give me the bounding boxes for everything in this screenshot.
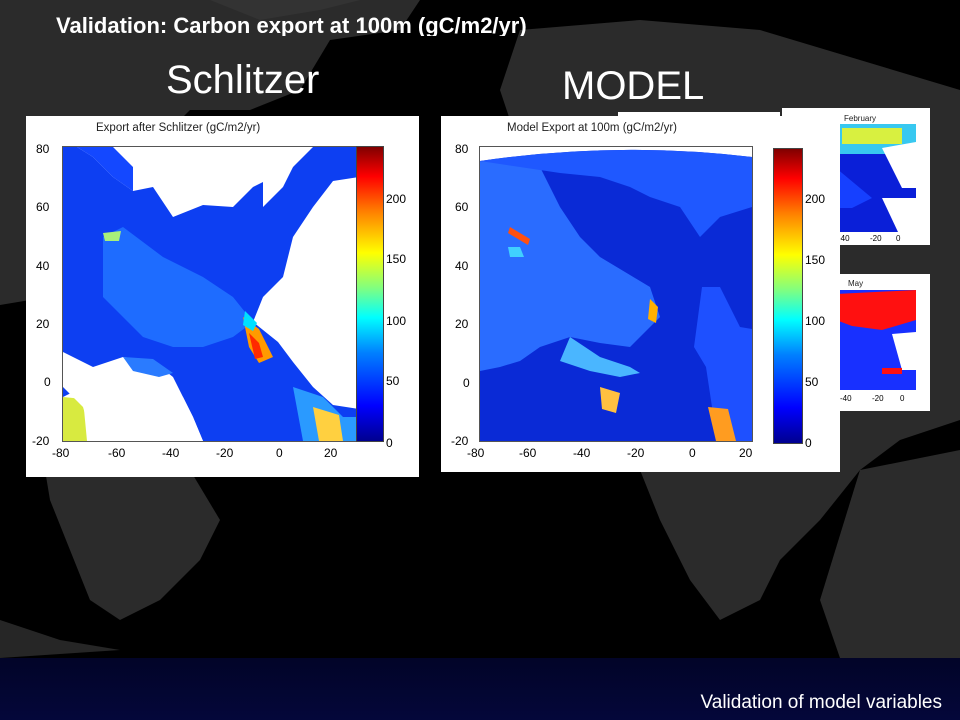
model-xtick-minus20: -20 xyxy=(627,446,645,460)
schlitzer-map xyxy=(63,147,359,441)
schlitzer-xtick-0: 0 xyxy=(276,446,283,460)
schlitzer-ytick-minus20: -20 xyxy=(32,434,50,448)
model-xtick-20: 20 xyxy=(739,446,753,460)
mini-may-xtick-2: -20 xyxy=(872,394,884,403)
schlitzer-ytick-40: 40 xyxy=(36,259,50,273)
footer-text: Validation of model variables xyxy=(700,692,942,713)
model-map xyxy=(480,149,752,441)
schlitzer-xtick-minus60: -60 xyxy=(108,446,126,460)
model-ytick-60: 60 xyxy=(455,200,469,214)
schlitzer-ytick-80: 80 xyxy=(36,142,50,156)
schlitzer-cbar-tick-0: 0 xyxy=(386,436,393,450)
mini-feb-xtick-2: -20 xyxy=(870,234,882,243)
model-ytick-20: 20 xyxy=(455,317,469,331)
model-ytick-40: 40 xyxy=(455,259,469,273)
mini-feb-title: February xyxy=(844,114,877,123)
model-xtick-minus60: -60 xyxy=(519,446,537,460)
mini-panel-may: May -40 -20 0 xyxy=(822,274,930,411)
schlitzer-label: Schlitzer xyxy=(166,58,320,102)
model-cbar-tick-0: 0 xyxy=(805,436,812,450)
model-cbar-tick-100: 100 xyxy=(805,314,826,328)
model-panel-title: Model Export at 100m (gC/m2/yr) xyxy=(507,122,678,134)
schlitzer-xtick-20: 20 xyxy=(324,446,338,460)
schlitzer-xtick-minus40: -40 xyxy=(162,446,180,460)
model-cbar-tick-200: 200 xyxy=(805,192,826,206)
schlitzer-ytick-0: 0 xyxy=(44,375,51,389)
schlitzer-cbar-tick-200: 200 xyxy=(386,192,407,206)
mini-may-xtick-1: -40 xyxy=(840,394,852,403)
schlitzer-map-plot xyxy=(62,146,360,442)
schlitzer-colorbar xyxy=(356,146,384,442)
schlitzer-xtick-minus20: -20 xyxy=(216,446,234,460)
model-ytick-minus20: -20 xyxy=(451,434,469,448)
schlitzer-export-panel: Export after Schlitzer (gC/m2/yr) 80 60 … xyxy=(26,116,419,477)
schlitzer-ytick-60: 60 xyxy=(36,200,50,214)
model-ytick-0: 0 xyxy=(463,376,470,390)
model-map-plot xyxy=(479,146,753,442)
schlitzer-cbar-tick-150: 150 xyxy=(386,252,407,266)
mini-feb-xtick-3: 0 xyxy=(896,234,901,243)
model-colorbar xyxy=(773,148,803,444)
mini-may-map xyxy=(836,290,916,390)
model-xtick-minus40: -40 xyxy=(573,446,591,460)
schlitzer-xtick-minus80: -80 xyxy=(52,446,70,460)
model-export-panel: Model Export at 100m (gC/m2/yr) 80 60 40… xyxy=(441,116,840,472)
model-ytick-80: 80 xyxy=(455,142,469,156)
mini-may-title: May xyxy=(848,279,864,288)
model-cbar-tick-50: 50 xyxy=(805,375,819,389)
model-cbar-tick-150: 150 xyxy=(805,253,826,267)
mini-may-xtick-3: 0 xyxy=(900,394,905,403)
schlitzer-panel-title: Export after Schlitzer (gC/m2/yr) xyxy=(96,122,261,134)
footer-bar: Validation of model variables xyxy=(0,658,960,720)
schlitzer-cbar-tick-50: 50 xyxy=(386,374,400,388)
mini-feb-map xyxy=(836,124,916,232)
slide-title: Validation: Carbon export at 100m (gC/m2… xyxy=(56,13,527,36)
schlitzer-cbar-tick-100: 100 xyxy=(386,314,407,328)
model-label: MODEL xyxy=(562,64,705,108)
model-xtick-minus80: -80 xyxy=(467,446,485,460)
schlitzer-ytick-20: 20 xyxy=(36,317,50,331)
mini-feb-xtick-1: -40 xyxy=(838,234,850,243)
model-xtick-0: 0 xyxy=(689,446,696,460)
